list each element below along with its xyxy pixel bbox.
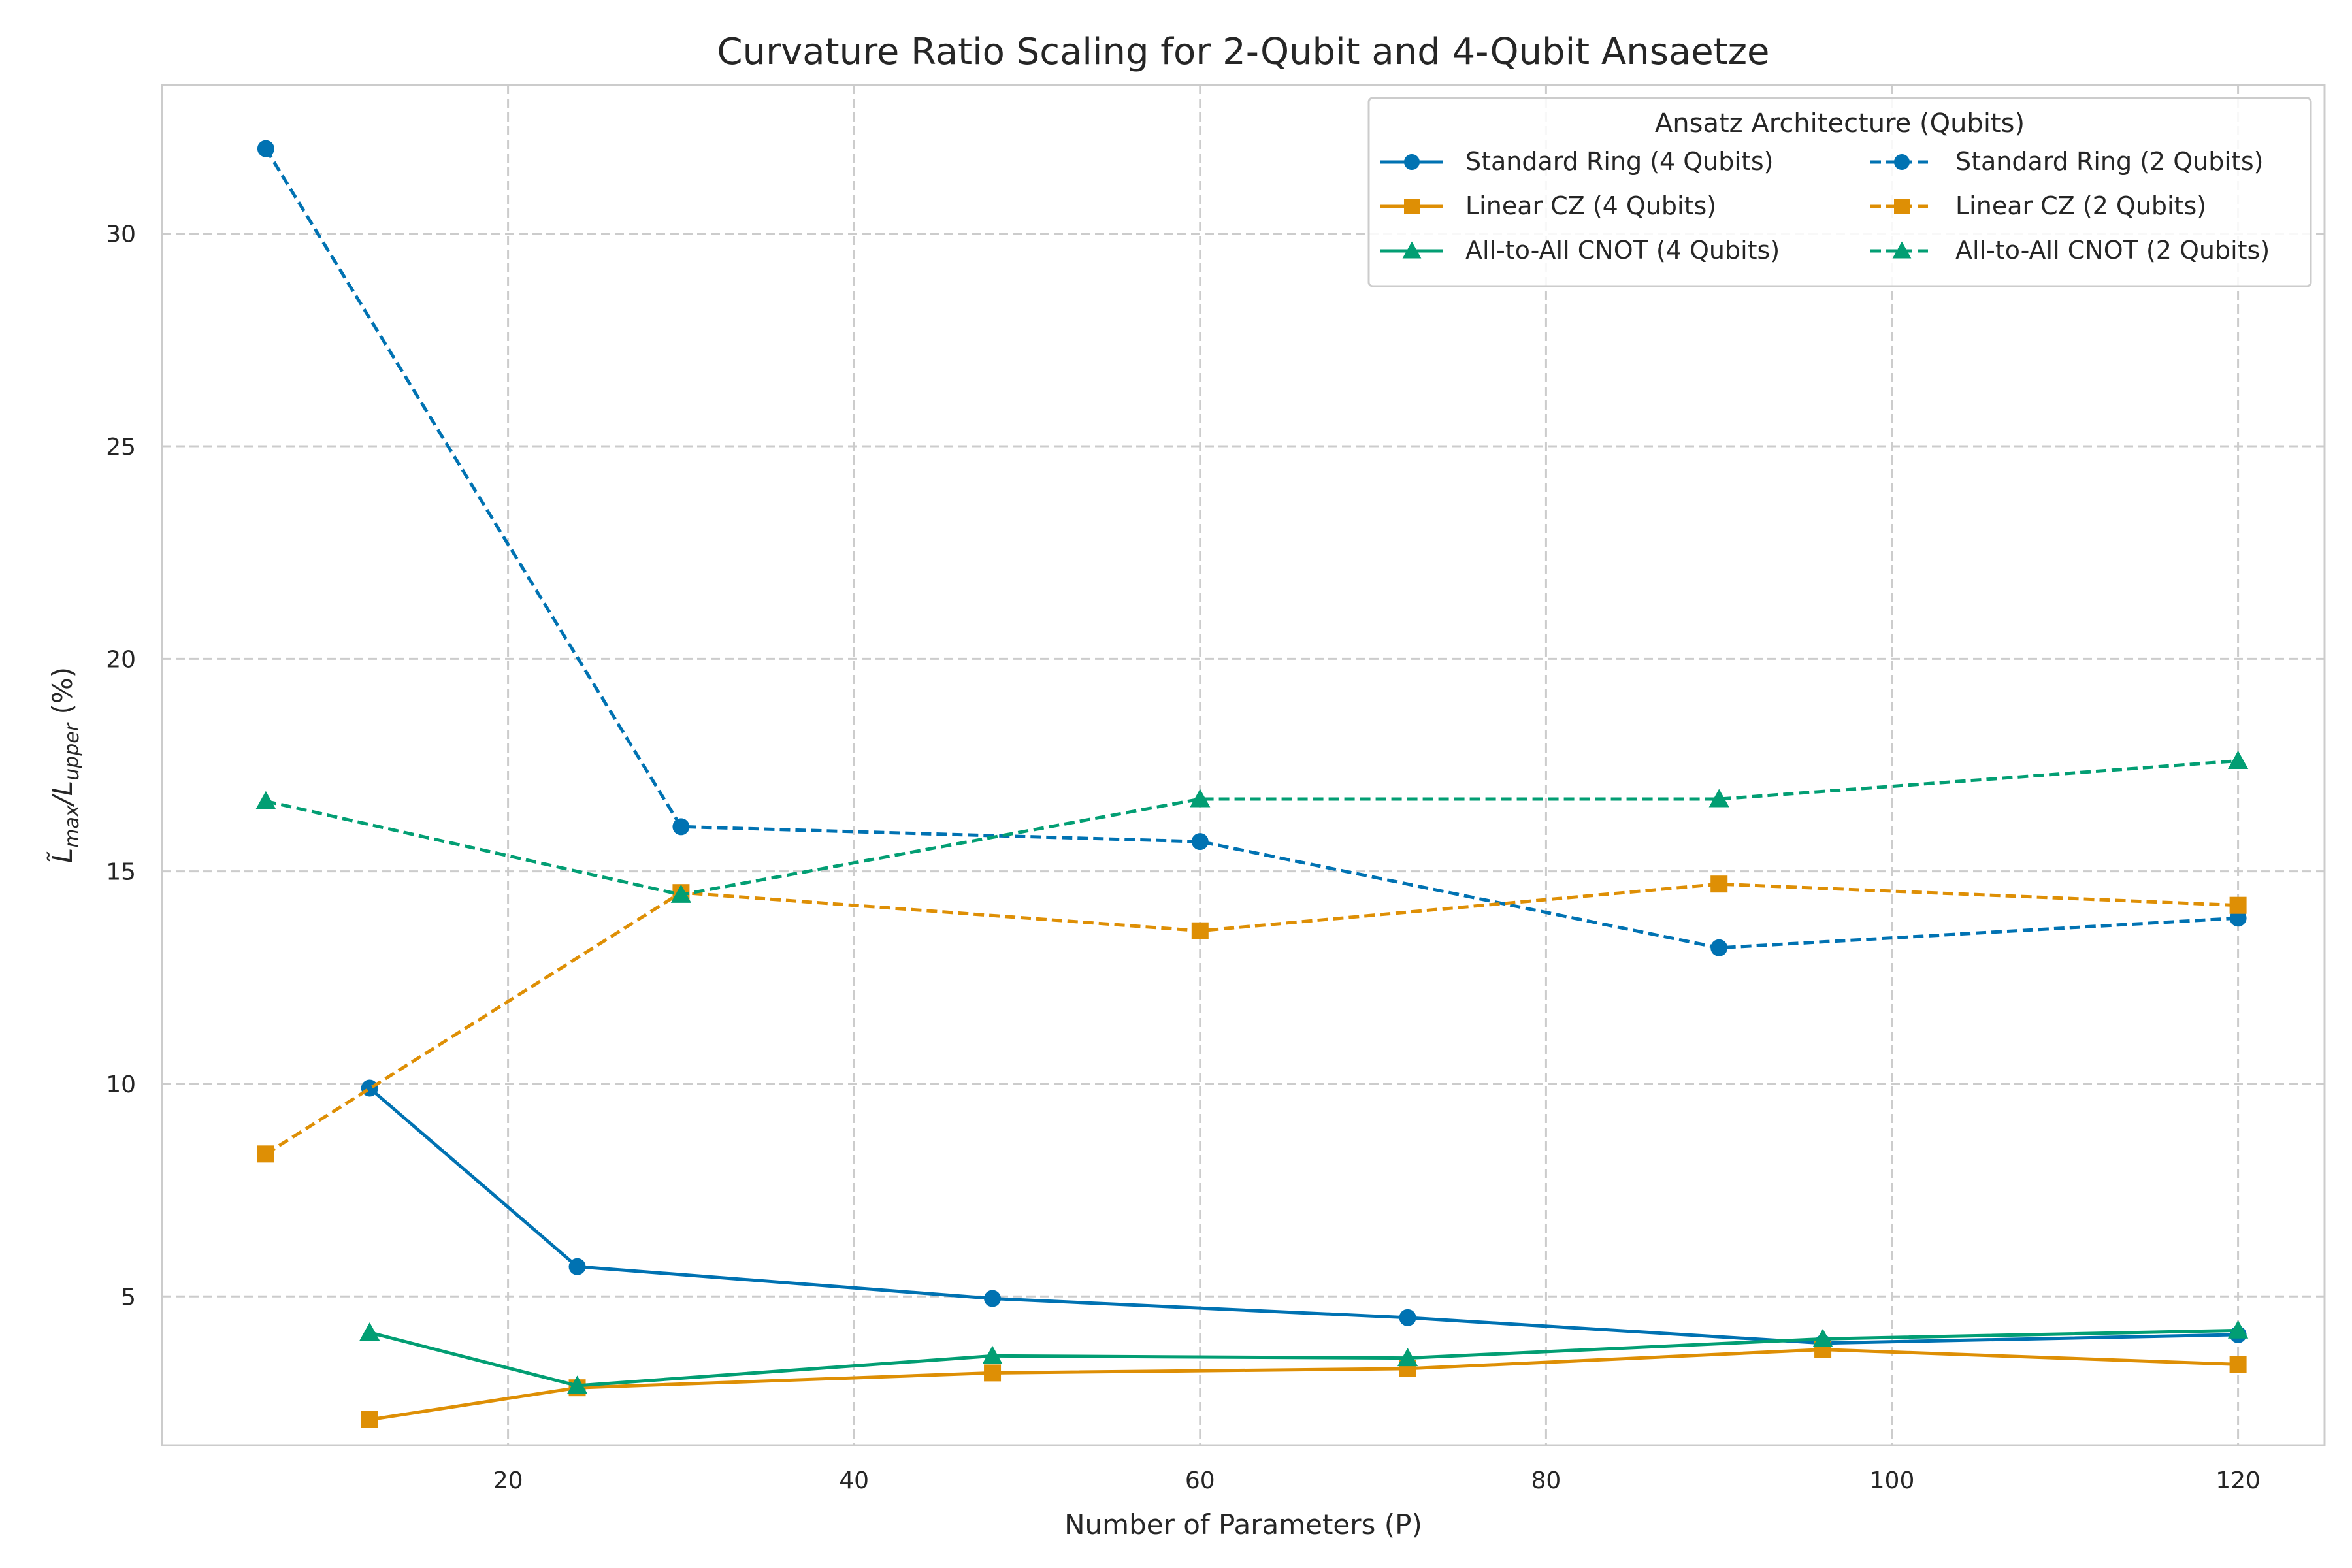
x-tick-label: 20 — [493, 1467, 523, 1494]
data-point — [982, 1345, 1003, 1364]
data-point — [1708, 789, 1729, 808]
legend-marker — [1402, 241, 1422, 259]
data-point — [257, 1145, 274, 1163]
y-tick-label: 25 — [106, 434, 136, 461]
x-tick-label: 100 — [1870, 1467, 1915, 1494]
y-axis-label-base: L̃ — [46, 848, 78, 863]
data-point — [2228, 1320, 2249, 1339]
data-point — [2229, 1356, 2247, 1373]
series-line — [264, 148, 2238, 950]
legend-entry: Linear CZ (2 Qubits) — [1870, 191, 2206, 220]
data-point — [257, 140, 274, 157]
plot-area-frame — [161, 84, 2326, 1446]
legend-entry: Standard Ring (2 Qubits) — [1870, 147, 2263, 176]
data-point — [984, 1290, 1002, 1307]
y-tick-label: 5 — [121, 1284, 136, 1311]
legend-label: All-to-All CNOT (2 Qubits) — [1955, 236, 2270, 265]
data-point — [1812, 1328, 1833, 1347]
legend-entry: Linear CZ (4 Qubits) — [1380, 191, 1716, 220]
data-point — [672, 818, 690, 836]
data-point — [1191, 833, 1209, 851]
legend-marker — [1894, 154, 1910, 170]
series-standard-ring-2-qubits — [257, 140, 2247, 956]
data-point — [984, 1364, 1002, 1382]
series-all-to-all-cnot-4-qubits — [359, 1320, 2249, 1394]
data-point — [359, 1322, 380, 1341]
data-point — [566, 1375, 588, 1394]
x-tick-label: 80 — [1531, 1467, 1561, 1494]
legend-entries: Standard Ring (4 Qubits) Linear CZ (4 Qub… — [1380, 147, 2270, 265]
legend-marker — [1404, 199, 1420, 214]
data-point — [670, 884, 691, 903]
data-point — [255, 791, 276, 809]
legend-marker — [1892, 241, 1912, 259]
series-line — [369, 1348, 2238, 1422]
legend-box — [1367, 97, 2312, 287]
x-tick-label: 120 — [2215, 1467, 2261, 1494]
y-axis-label: L̃max/Lupper (%) — [46, 667, 84, 863]
legend-title: Ansatz Architecture (Qubits) — [1655, 108, 2025, 139]
y-axis-label-suffix: (%) — [46, 667, 78, 723]
legend-label: Standard Ring (2 Qubits) — [1955, 147, 2263, 176]
legend-label: Linear CZ (2 Qubits) — [1955, 191, 2206, 220]
series-line — [368, 1086, 2238, 1345]
legend-label: All-to-All CNOT (4 Qubits) — [1465, 236, 1780, 265]
data-point — [1191, 922, 1209, 939]
data-point — [361, 1411, 378, 1428]
legend-entry: All-to-All CNOT (2 Qubits) — [1870, 236, 2270, 265]
chart-title: Curvature Ratio Scaling for 2-Qubit and … — [717, 31, 1770, 73]
data-point — [1710, 875, 1728, 893]
data-point — [1399, 1309, 1416, 1326]
y-tick-label: 15 — [106, 859, 136, 886]
y-tick-label: 10 — [106, 1071, 136, 1098]
series-line — [369, 1328, 2238, 1388]
legend-label: Standard Ring (4 Qubits) — [1465, 147, 1773, 176]
y-axis-label-sep: /L — [46, 781, 78, 808]
data-point — [2228, 750, 2249, 769]
data-point — [568, 1258, 586, 1275]
y-tick-label: 20 — [106, 646, 136, 673]
data-point — [2229, 896, 2247, 914]
series-line — [265, 759, 2238, 896]
legend: Ansatz Architecture (Qubits) Standard Ri… — [1367, 97, 2312, 287]
legend-entry: Standard Ring (4 Qubits) — [1380, 147, 1773, 176]
legend-label: Linear CZ (4 Qubits) — [1465, 191, 1716, 220]
x-axis-label: Number of Parameters (P) — [1064, 1509, 1422, 1541]
x-tick-label: 60 — [1185, 1467, 1215, 1494]
legend-entry: All-to-All CNOT (4 Qubits) — [1380, 236, 1780, 265]
legend-marker — [1404, 154, 1420, 170]
series-layer — [255, 140, 2249, 1428]
y-tick-label: 30 — [106, 221, 136, 248]
x-tick-label: 40 — [839, 1467, 869, 1494]
y-axis-label-sub-max: max — [61, 805, 84, 848]
series-all-to-all-cnot-2-qubits — [255, 750, 2249, 903]
data-point — [1710, 939, 1728, 956]
y-axis-label-sub-upper: upper — [61, 722, 84, 781]
data-point — [1397, 1348, 1418, 1367]
axis-ticks: 20 40 60 80 100 120 5 10 15 20 25 30 — [106, 221, 2261, 1494]
data-point — [1190, 789, 1211, 808]
legend-marker — [1894, 199, 1910, 214]
data-point — [2229, 909, 2247, 927]
